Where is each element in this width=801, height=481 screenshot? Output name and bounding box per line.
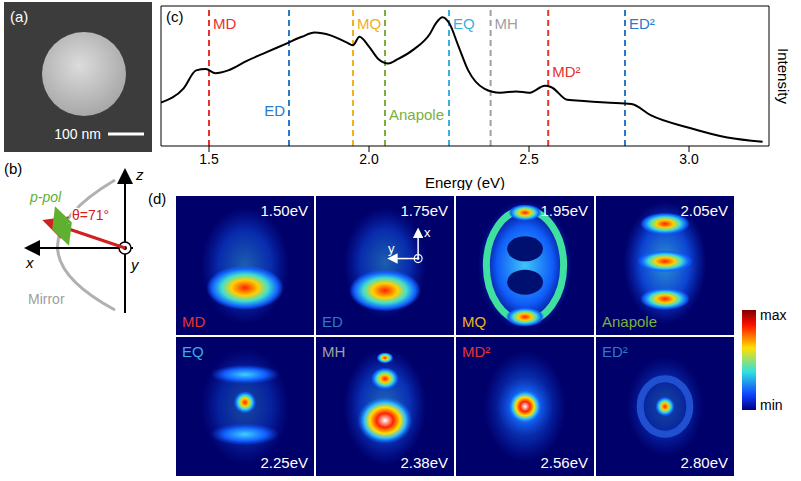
svg-text:MD: MD xyxy=(213,15,236,32)
svg-text:Anapole: Anapole xyxy=(602,313,657,330)
svg-text:1.95eV: 1.95eV xyxy=(540,202,588,219)
svg-text:min: min xyxy=(760,397,783,413)
html-text:(d): (d) xyxy=(148,190,167,207)
svg-text:y: y xyxy=(130,256,140,273)
svg-text:1.50eV: 1.50eV xyxy=(260,202,308,219)
svg-text:Mirror: Mirror xyxy=(28,291,65,307)
svg-text:max: max xyxy=(760,307,786,323)
svg-text:MD: MD xyxy=(182,313,205,330)
svg-text:1.75eV: 1.75eV xyxy=(400,202,448,219)
svg-text:ED: ED xyxy=(264,102,285,119)
svg-text:(b): (b) xyxy=(4,160,22,177)
svg-text:EQ: EQ xyxy=(182,343,204,360)
svg-text:p-pol: p-pol xyxy=(29,189,62,205)
svg-text:1.5: 1.5 xyxy=(199,151,219,167)
svg-text:(a): (a) xyxy=(10,8,28,25)
svg-text:ED: ED xyxy=(322,313,343,330)
svg-text:x: x xyxy=(25,254,34,271)
svg-text:MD²: MD² xyxy=(552,63,580,80)
svg-text:2.05eV: 2.05eV xyxy=(680,202,728,219)
svg-text:EQ: EQ xyxy=(453,15,475,32)
svg-text:MQ: MQ xyxy=(357,15,381,32)
svg-text:3.0: 3.0 xyxy=(679,151,699,167)
svg-text:2.38eV: 2.38eV xyxy=(400,454,448,471)
svg-text:2.5: 2.5 xyxy=(519,151,539,167)
svg-text:Anapole: Anapole xyxy=(389,106,444,123)
svg-text:θ=71°: θ=71° xyxy=(72,207,109,223)
svg-text:ED²: ED² xyxy=(629,15,655,32)
svg-text:MQ: MQ xyxy=(462,313,486,330)
svg-text:Energy (eV): Energy (eV) xyxy=(425,174,505,190)
svg-text:2.25eV: 2.25eV xyxy=(260,454,308,471)
svg-text:x: x xyxy=(424,225,431,240)
html-text:Intensity: Intensity xyxy=(775,48,792,104)
svg-text:100 nm: 100 nm xyxy=(54,126,101,142)
svg-text:2.56eV: 2.56eV xyxy=(540,454,588,471)
svg-text:ED²: ED² xyxy=(602,343,628,360)
svg-text:MD²: MD² xyxy=(462,343,490,360)
svg-text:y: y xyxy=(388,241,395,256)
svg-text:z: z xyxy=(135,166,144,183)
html-text:(c): (c) xyxy=(166,8,184,25)
svg-text:2.80eV: 2.80eV xyxy=(680,454,728,471)
svg-text:MH: MH xyxy=(495,15,518,32)
svg-text:2.0: 2.0 xyxy=(359,151,379,167)
svg-text:MH: MH xyxy=(322,343,345,360)
